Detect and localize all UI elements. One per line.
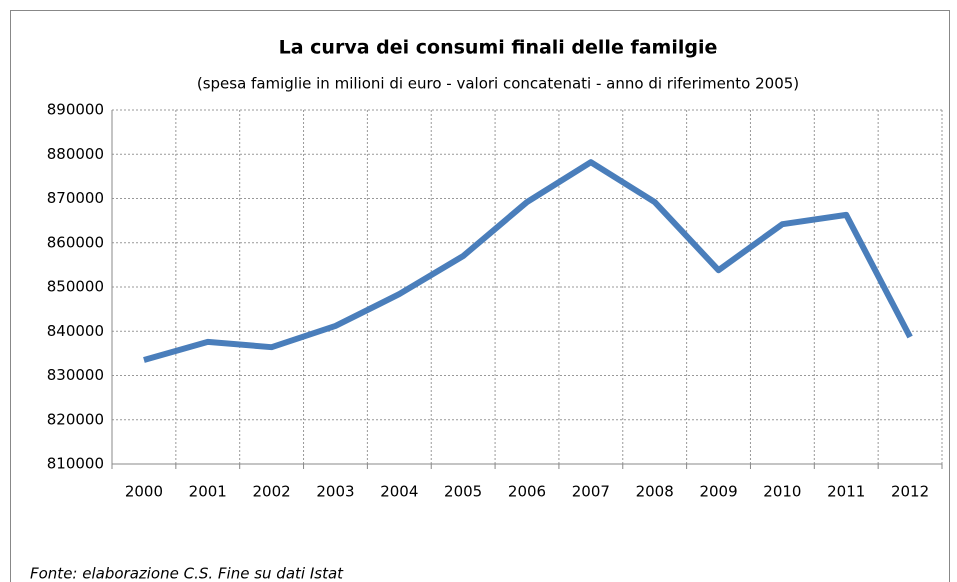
y-tick-label: 870000: [47, 189, 104, 207]
x-tick-label: 2010: [763, 483, 801, 501]
x-tick-label: 2007: [572, 483, 610, 501]
chart-border: [10, 10, 950, 582]
source-note: Fonte: elaborazione C.S. Fine su dati Is…: [30, 565, 344, 582]
x-tick-label: 2011: [827, 483, 865, 501]
y-tick-label: 830000: [47, 366, 104, 384]
x-tick-label: 2006: [508, 483, 546, 501]
line-series: [143, 159, 913, 363]
y-tick-label: 840000: [47, 322, 104, 340]
x-tick-label: 2005: [444, 483, 482, 501]
x-tick-label: 2002: [253, 483, 291, 501]
x-tick-label: 2000: [125, 483, 163, 501]
x-tick-label: 2003: [316, 483, 354, 501]
chart-title: La curva dei consumi finali delle familg…: [279, 37, 718, 59]
y-tick-label: 880000: [47, 145, 104, 163]
chart-subtitle: (spesa famiglie in milioni di euro - val…: [197, 75, 799, 93]
x-tick-label: 2012: [891, 483, 929, 501]
y-tick-label: 860000: [47, 233, 104, 251]
x-tick-label: 2001: [189, 483, 227, 501]
x-tick-label: 2008: [636, 483, 674, 501]
y-tick-label: 890000: [47, 101, 104, 119]
y-tick-label: 820000: [47, 410, 104, 428]
x-tick-label: 2009: [699, 483, 737, 501]
y-tick-label: 850000: [47, 278, 104, 296]
y-tick-label: 810000: [47, 455, 104, 473]
x-tick-label: 2004: [380, 483, 418, 501]
